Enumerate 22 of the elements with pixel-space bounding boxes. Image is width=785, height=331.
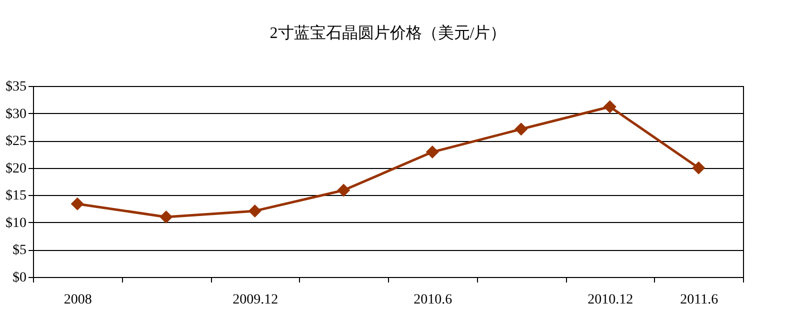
- y-tick-label: $10: [6, 216, 26, 231]
- point: [248, 204, 262, 218]
- x-tick-label: 2011.6: [680, 292, 718, 308]
- y-tick-label: $25: [6, 134, 26, 150]
- y-tick-label: $20: [6, 161, 26, 176]
- point: [160, 210, 173, 224]
- y-tick-label: $35: [6, 80, 26, 94]
- y-tick-label: $30: [6, 106, 26, 122]
- y-tick-label: $5: [12, 243, 26, 258]
- point: [603, 100, 616, 114]
- chart-title: 2寸蓝宝石晶圆片价格（美元/片）: [270, 24, 506, 42]
- x-tick-label: 2009.12: [232, 292, 278, 308]
- point: [514, 122, 528, 136]
- x-tick-label: 2010.12: [588, 292, 634, 308]
- point: [426, 146, 439, 159]
- point: [70, 197, 84, 210]
- point: [337, 184, 350, 197]
- x-tick-label: 2010.6: [414, 292, 452, 308]
- y-tick-label: $0: [12, 270, 26, 286]
- y-tick-label: $15: [6, 188, 26, 204]
- point: [692, 161, 706, 174]
- x-tick-label: 2008: [64, 292, 92, 308]
